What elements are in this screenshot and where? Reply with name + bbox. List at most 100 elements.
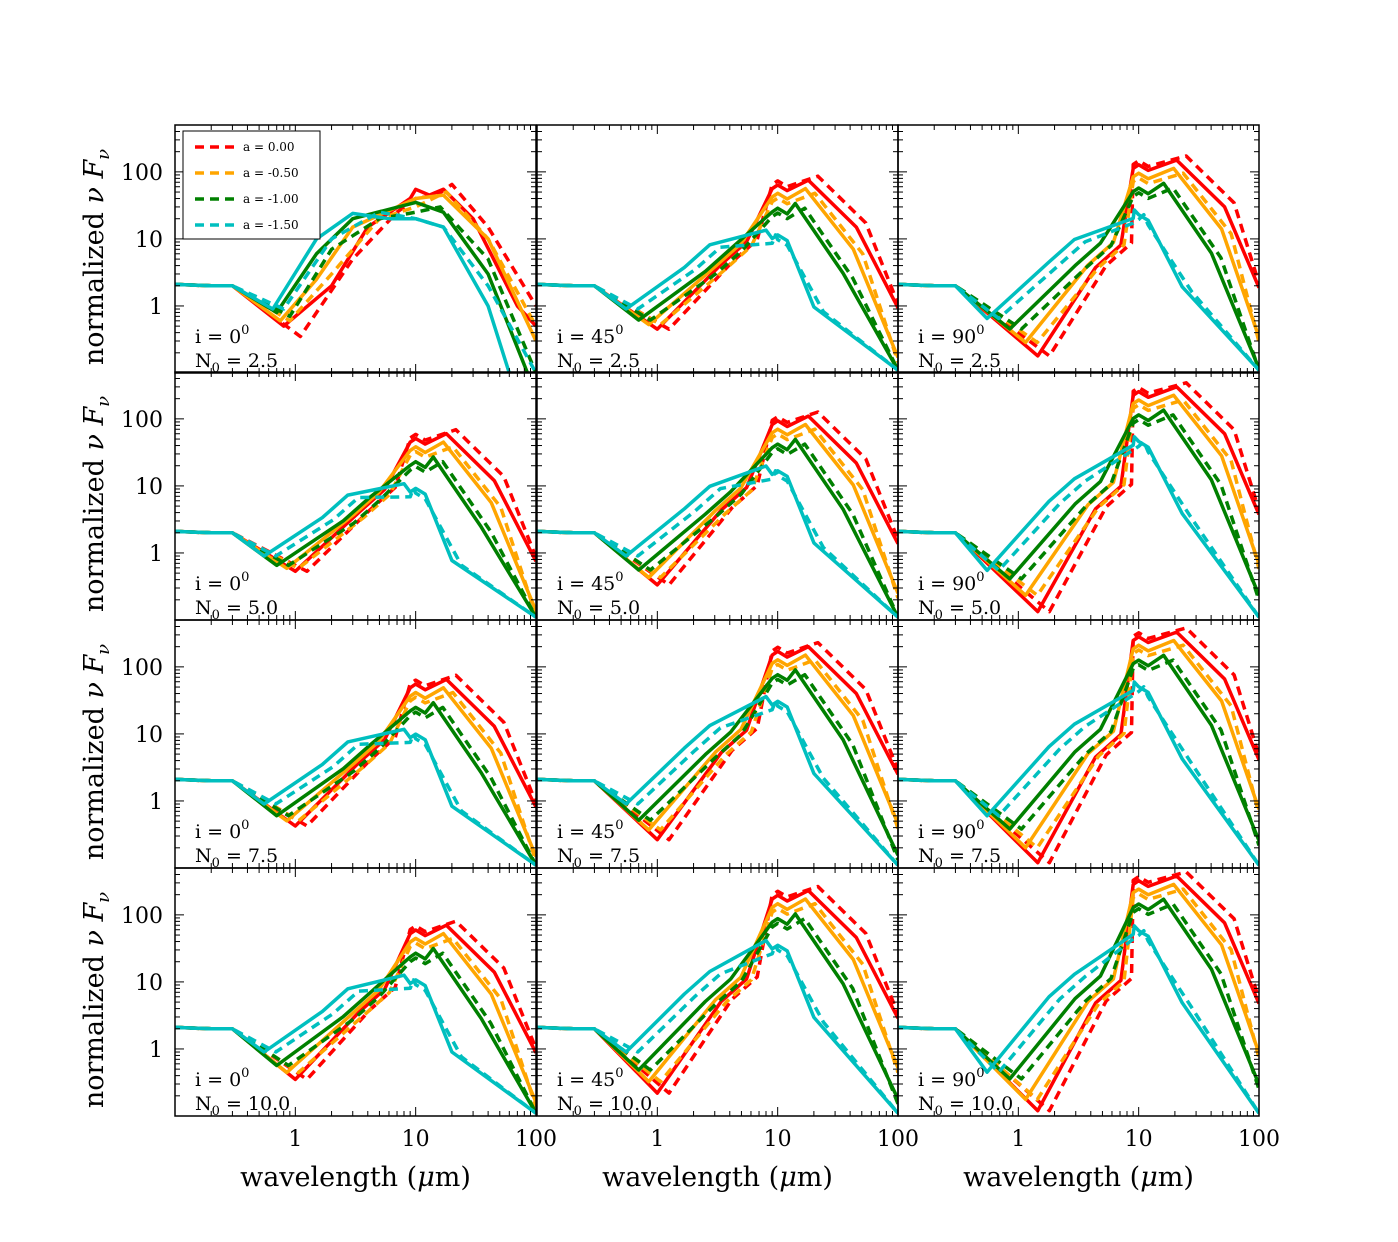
panel-curves xyxy=(898,381,1259,619)
panel-curves xyxy=(175,427,536,619)
y-axis-label: normalized ν Fν xyxy=(79,396,114,612)
panel-curves xyxy=(537,884,898,1115)
y-tick-label: 10 xyxy=(135,971,163,996)
panel-curves xyxy=(537,410,898,619)
panel-inclination-label: i = 00 xyxy=(195,323,249,348)
x-tick-label: 1 xyxy=(288,1127,302,1152)
y-axis-label: normalized ν Fν xyxy=(79,149,114,365)
y-axis-label: normalized ν Fν xyxy=(79,892,114,1108)
panel-inclination-label: i = 450 xyxy=(557,323,624,348)
series-a15-dashed xyxy=(537,469,898,619)
x-tick-label: 100 xyxy=(515,1127,557,1152)
panel-n0-label: N0 = 2.5 xyxy=(557,350,640,376)
x-tick-label: 10 xyxy=(764,1127,792,1152)
panel-curves xyxy=(537,640,898,867)
series-a05-dashed xyxy=(898,171,1259,345)
panel-curves xyxy=(898,626,1259,867)
series-a0-dashed xyxy=(537,410,898,587)
series-a15-solid xyxy=(175,481,536,619)
series-a15-solid xyxy=(537,228,898,372)
series-a0-solid xyxy=(537,414,898,587)
y-tick-label: 10 xyxy=(135,475,163,500)
panel-inclination-label: i = 00 xyxy=(195,1066,249,1091)
series-a0-solid xyxy=(175,431,536,574)
panel-curves xyxy=(898,870,1259,1115)
panel-n0-label: N0 = 2.5 xyxy=(195,350,278,376)
series-a15-solid xyxy=(898,208,1259,372)
series-a0-dashed xyxy=(175,919,536,1082)
x-tick-label: 100 xyxy=(877,1127,919,1152)
panel-inclination-label: i = 450 xyxy=(557,1066,624,1091)
y-tick-label: 1 xyxy=(149,790,163,815)
panel-curves xyxy=(175,919,536,1115)
series-a15-solid xyxy=(175,973,536,1115)
panel-inclination-label: i = 00 xyxy=(195,570,249,595)
panel-inclination-label: i = 450 xyxy=(557,570,624,595)
legend-label: a = -1.00 xyxy=(243,192,299,206)
panel-inclination-label: i = 450 xyxy=(557,818,624,843)
y-tick-label: 10 xyxy=(135,723,163,748)
panel-n0-label: N0 = 7.5 xyxy=(195,845,278,871)
x-tick-label: 10 xyxy=(402,1127,430,1152)
panel-n0-label: N0 = 10.0 xyxy=(195,1093,290,1119)
panel-n0-label: N0 = 2.5 xyxy=(918,350,1001,376)
legend-label: a = -0.50 xyxy=(243,166,299,180)
legend-box xyxy=(182,130,321,240)
x-tick-label: 1 xyxy=(650,1127,664,1152)
panel-n0-label: N0 = 5.0 xyxy=(918,597,1001,623)
panel-curves xyxy=(537,174,898,372)
series-a15-solid xyxy=(537,694,898,867)
legend-label: a = -1.50 xyxy=(243,218,299,232)
panel-inclination-label: i = 900 xyxy=(918,1066,985,1091)
panel-n0-label: N0 = 10.0 xyxy=(557,1093,652,1119)
series-a15-solid xyxy=(898,680,1259,867)
panel-inclination-label: i = 900 xyxy=(918,818,985,843)
series-a05-solid xyxy=(898,166,1259,345)
y-tick-label: 1 xyxy=(149,1038,163,1063)
y-tick-label: 100 xyxy=(121,161,163,186)
series-a15-solid xyxy=(537,464,898,619)
panel-n0-label: N0 = 10.0 xyxy=(918,1093,1013,1119)
panel-n0-label: N0 = 7.5 xyxy=(918,845,1001,871)
panel-n0-label: N0 = 5.0 xyxy=(195,597,278,623)
series-a10-solid xyxy=(898,653,1259,842)
panel-inclination-label: i = 00 xyxy=(195,818,249,843)
series-a10-solid xyxy=(898,408,1259,597)
panel-inclination-label: i = 900 xyxy=(918,570,985,595)
y-tick-label: 100 xyxy=(121,656,163,681)
series-a0-dashed xyxy=(175,673,536,828)
y-tick-label: 100 xyxy=(121,408,163,433)
panel-n0-label: N0 = 5.0 xyxy=(557,597,640,623)
legend-label: a = 0.00 xyxy=(243,140,295,154)
panel-curves xyxy=(175,182,536,373)
x-tick-label: 1 xyxy=(1011,1127,1025,1152)
series-a15-solid xyxy=(175,211,511,373)
series-a05-dashed xyxy=(898,398,1259,598)
series-a15-solid xyxy=(898,924,1259,1115)
x-axis-label: wavelength (μm) xyxy=(602,1162,833,1193)
x-axis-label: wavelength (μm) xyxy=(240,1162,471,1193)
series-a0-dashed xyxy=(537,174,898,331)
x-tick-label: 100 xyxy=(1238,1127,1280,1152)
y-tick-label: 1 xyxy=(149,295,163,320)
panel-n0-label: N0 = 7.5 xyxy=(557,845,640,871)
panel-curves xyxy=(898,154,1259,372)
series-a10-dashed xyxy=(898,658,1259,846)
panel-curves xyxy=(175,673,536,867)
y-tick-label: 10 xyxy=(135,228,163,253)
series-a05-solid xyxy=(898,638,1259,850)
y-tick-label: 100 xyxy=(121,904,163,929)
